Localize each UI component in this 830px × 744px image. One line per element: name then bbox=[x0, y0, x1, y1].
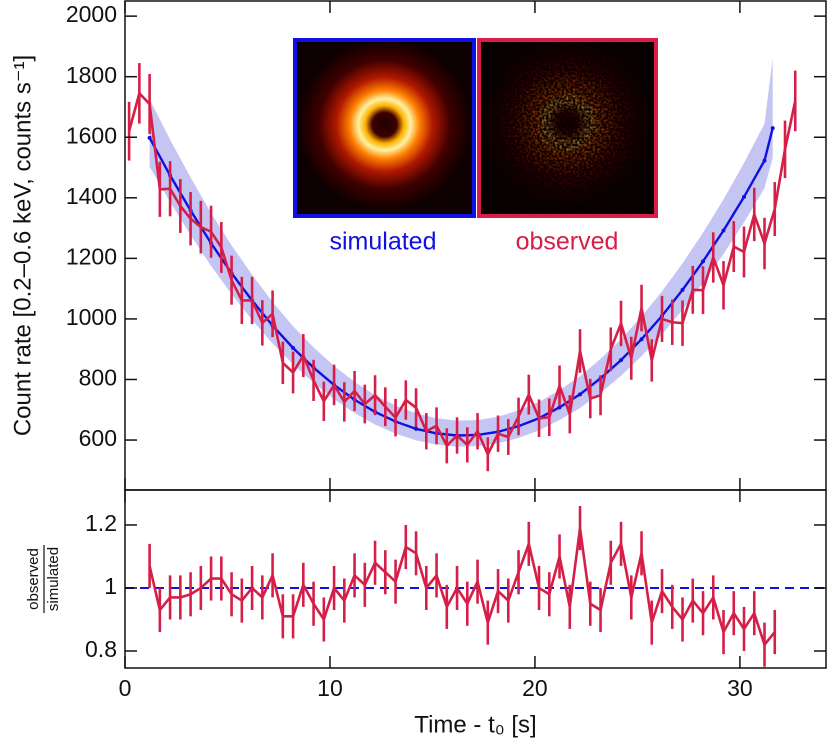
point bbox=[742, 194, 747, 199]
point bbox=[680, 287, 685, 292]
y-tick-label: 1.2 bbox=[85, 510, 117, 536]
observed-image bbox=[481, 42, 654, 214]
y-tick-label: 0.8 bbox=[85, 636, 117, 662]
point bbox=[762, 158, 767, 163]
simulated-image bbox=[297, 42, 472, 214]
y-axis-label: observed simulated bbox=[25, 545, 62, 613]
simulated-frame bbox=[293, 38, 476, 218]
x-tick-label: 30 bbox=[727, 675, 753, 701]
uncertainty-band bbox=[149, 58, 773, 447]
point bbox=[414, 426, 419, 431]
y-tick-label: 1600 bbox=[66, 122, 117, 148]
insets bbox=[293, 38, 658, 218]
y-tick-label: 2000 bbox=[66, 1, 117, 27]
y-label-denominator: simulated bbox=[45, 547, 62, 611]
legend-label: observed bbox=[516, 228, 619, 256]
observed-frame bbox=[477, 38, 658, 218]
plot-area bbox=[127, 58, 797, 472]
y-tick-label: 1400 bbox=[66, 183, 117, 209]
y-tick-label: 1000 bbox=[66, 304, 117, 330]
panel: 600 800 1000 1200 1400 1600 1800 2000 Count rate… bbox=[9, 0, 827, 491]
panel: 0.8 1 1.2 0 10 20 30 observed simulated Time - t₀… bbox=[25, 489, 827, 738]
point bbox=[721, 228, 726, 233]
series-line bbox=[148, 527, 776, 648]
y-tick-label: 600 bbox=[79, 425, 117, 451]
point bbox=[770, 126, 775, 131]
point bbox=[701, 259, 706, 264]
y-tick-label: 1200 bbox=[66, 243, 117, 269]
y-axis-label: Count rate [0.2–0.6 keV, counts s⁻¹] bbox=[9, 55, 36, 436]
series-line bbox=[127, 90, 797, 458]
legend-label: simulated bbox=[330, 228, 437, 256]
point bbox=[557, 405, 562, 410]
y-tick-label: 800 bbox=[79, 365, 117, 391]
y-tick-label: 1 bbox=[104, 573, 117, 599]
plot-area bbox=[125, 506, 826, 667]
y-label-numerator: observed bbox=[25, 548, 42, 610]
point bbox=[639, 337, 644, 342]
point bbox=[291, 345, 296, 350]
x-axis-label: Time - t₀ [s] bbox=[414, 711, 536, 738]
x-tick-label: 0 bbox=[119, 675, 132, 701]
point bbox=[578, 392, 583, 397]
axes-frame bbox=[124, 489, 827, 669]
point bbox=[619, 358, 624, 363]
y-tick-label: 1800 bbox=[66, 62, 117, 88]
x-tick-label: 10 bbox=[317, 675, 343, 701]
x-tick-label: 20 bbox=[522, 675, 548, 701]
point bbox=[147, 135, 152, 140]
